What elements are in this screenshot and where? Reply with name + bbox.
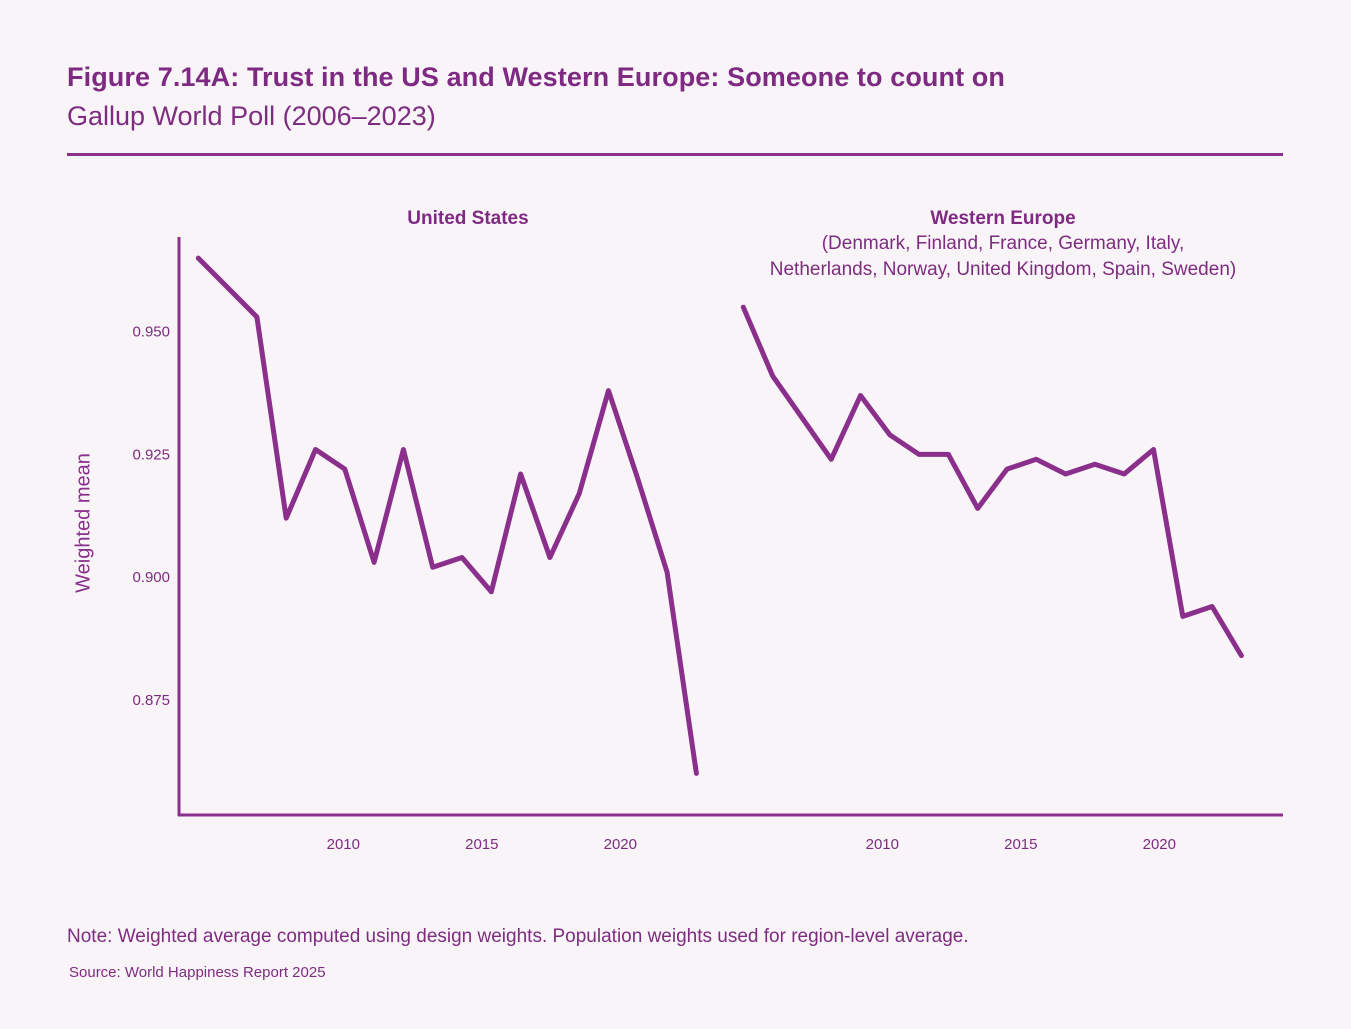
x-tick-label: 2010 <box>866 836 899 853</box>
x-tick-labels: 2010 2015 2020 2010 2015 2020 <box>327 836 1176 853</box>
figure-subtitle: Gallup World Poll (2006–2023) <box>67 101 436 131</box>
x-tick-label: 2015 <box>465 836 498 853</box>
y-tick-label: 0.925 <box>132 446 170 463</box>
footnote: Note: Weighted average computed using de… <box>67 926 969 947</box>
series-line-western-europe <box>740 304 1244 659</box>
panel-subtitle-line-2: Netherlands, Norway, United Kingdom, Spa… <box>769 259 1237 280</box>
y-tick-label: 0.950 <box>132 324 170 341</box>
panel-subtitle-western-europe: (Denmark, Finland, France, Germany, Ital… <box>703 231 1303 283</box>
x-tick-label: 2010 <box>327 836 360 853</box>
figure-title: Figure 7.14A: Trust in the US and Wester… <box>67 62 1005 92</box>
x-tick-label: 2015 <box>1004 836 1037 853</box>
source-note: Source: World Happiness Report 2025 <box>69 964 326 981</box>
y-tick-label: 0.900 <box>132 569 170 586</box>
x-tick-label: 2020 <box>1143 836 1176 853</box>
x-tick-label: 2020 <box>604 836 637 853</box>
panel-title-western-europe: Western Europe <box>930 208 1076 229</box>
y-tick-labels: 0.875 0.900 0.925 0.950 <box>132 324 170 709</box>
series-line-united-states <box>195 255 699 776</box>
y-tick-label: 0.875 <box>132 692 170 709</box>
series-lines <box>195 255 1244 776</box>
panel-title-us: United States <box>407 208 529 229</box>
panel-subtitle-line-1: (Denmark, Finland, France, Germany, Ital… <box>821 233 1185 254</box>
title-divider <box>67 153 1283 156</box>
